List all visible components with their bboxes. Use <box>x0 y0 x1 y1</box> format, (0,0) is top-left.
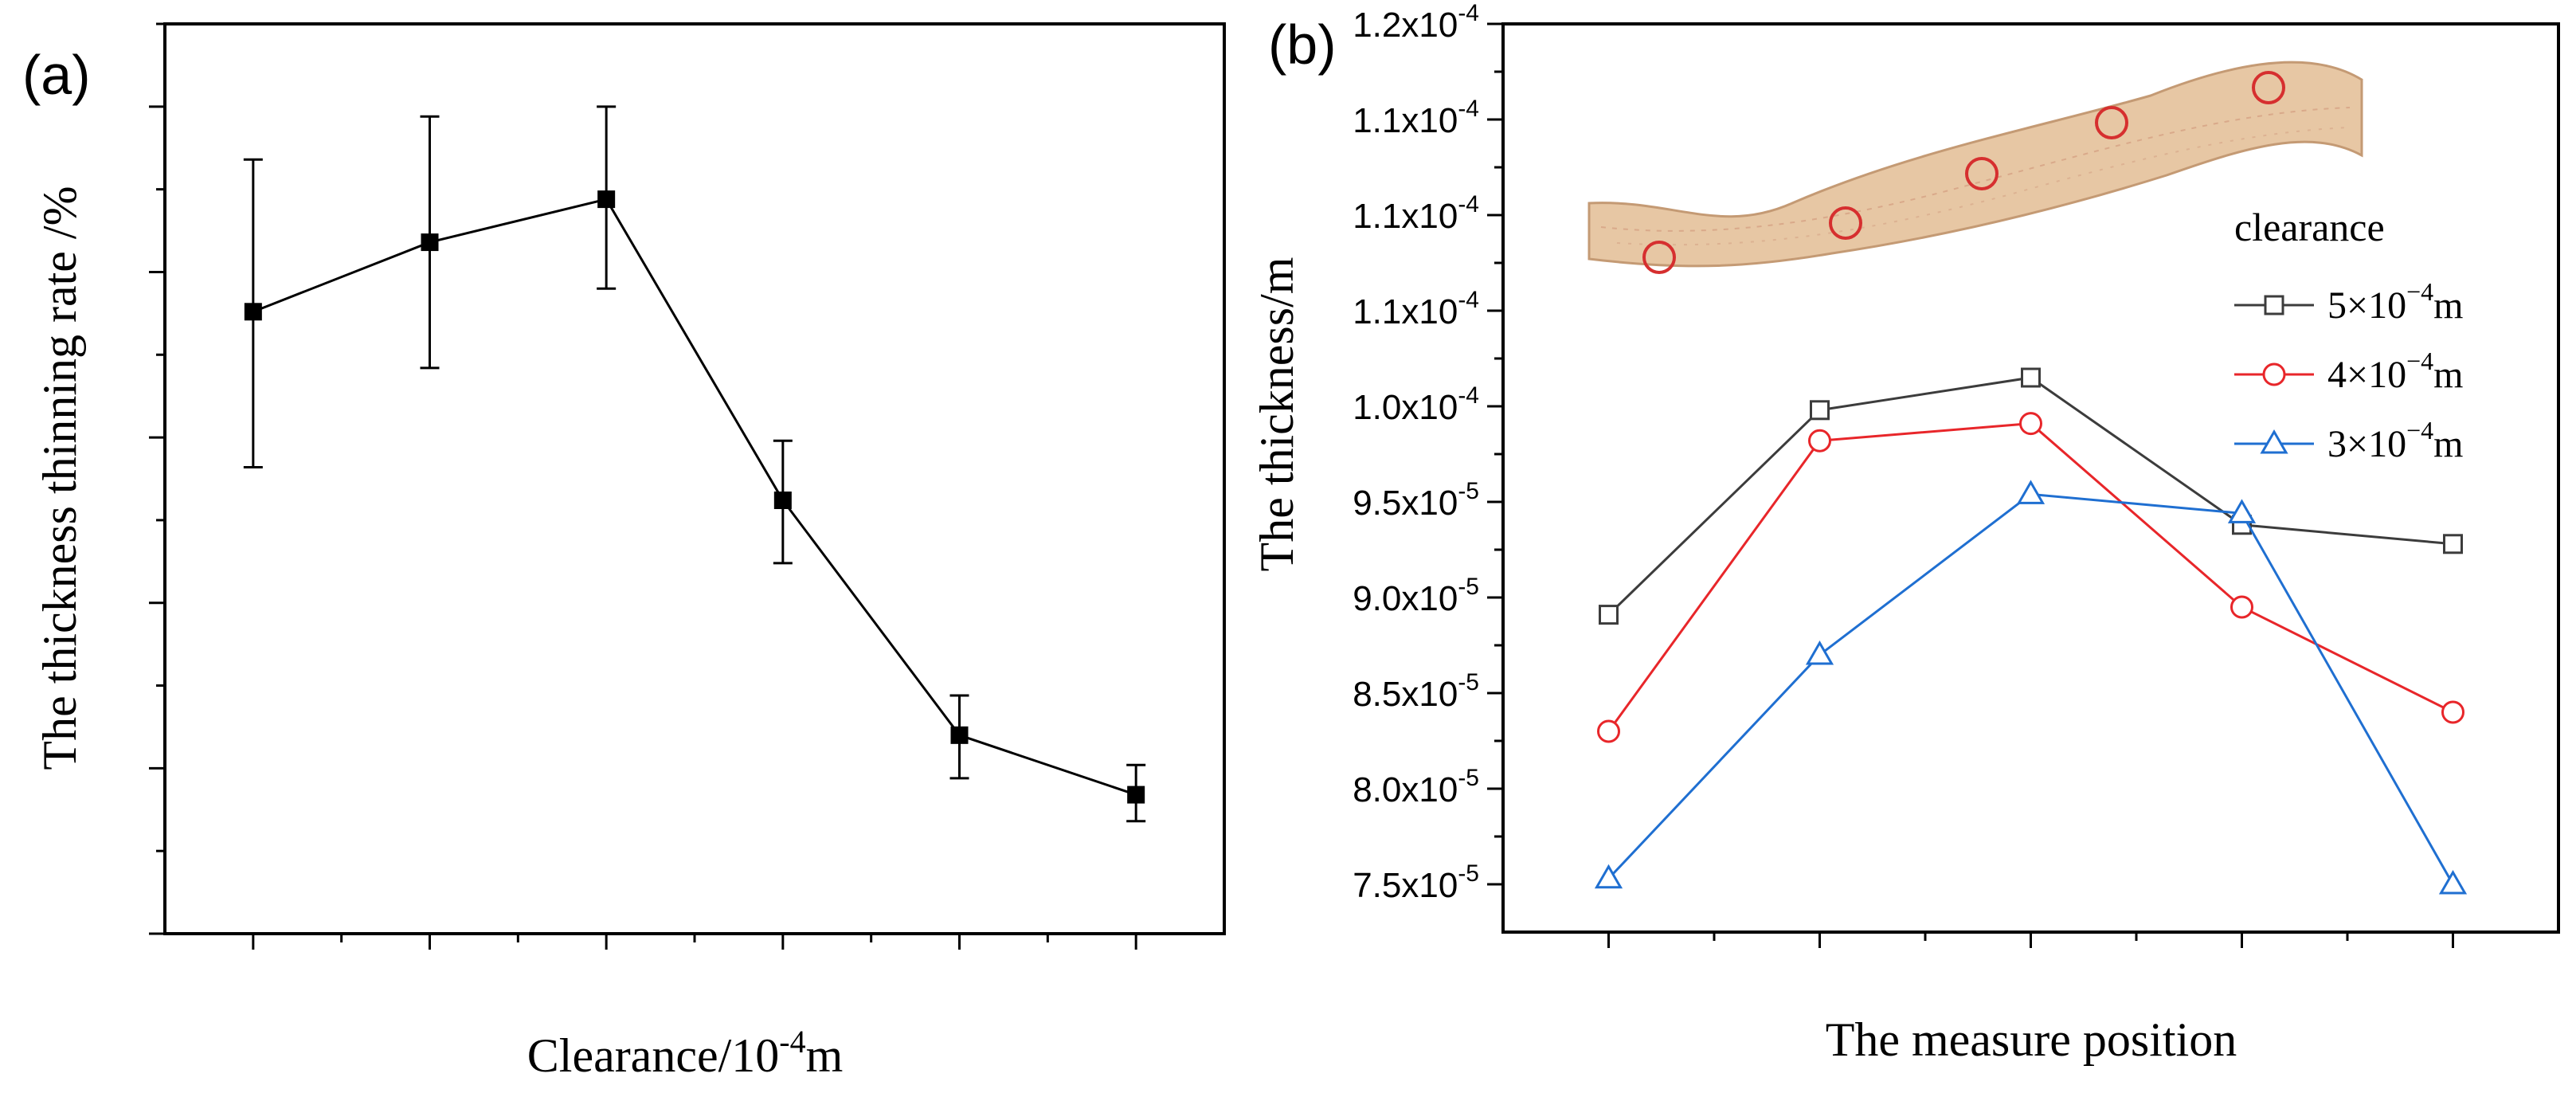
y-tick-label: 1.2x10-4 <box>1353 0 1479 45</box>
panel-b-x-axis-title: The measure position <box>1826 1013 2237 1066</box>
panel-b: (b) 7.5x10-5 8.0x10-5 8.5x10-5 9.0x10-5 9.5x… <box>1251 0 2560 1066</box>
y-tick-label: 7.5x10-5 <box>1353 860 1479 905</box>
data-point <box>1597 719 1620 743</box>
panel-b-y-axis-title: The thickness/m <box>1251 257 1303 572</box>
y-tick-label: 1.1x10-4 <box>1353 287 1479 331</box>
inset-position-marker <box>1965 157 1999 190</box>
data-point <box>950 726 969 744</box>
legend-label: 5×10−4m <box>2327 277 2463 327</box>
panel-b-plot <box>1594 367 2468 895</box>
y-tick-label: 1.1x10-4 <box>1353 96 1479 140</box>
data-point <box>1594 864 1623 889</box>
y-tick-label: 9.5x10-5 <box>1353 478 1479 523</box>
data-point <box>2227 499 2257 523</box>
inset-micrograph <box>1587 61 2363 274</box>
legend-marker <box>2264 295 2284 315</box>
inset-sheet-strip <box>1587 61 2363 268</box>
series-1 <box>1599 367 2463 625</box>
series-2 <box>1597 412 2464 743</box>
data-point <box>773 491 792 509</box>
y-tick-label: 8.5x10-5 <box>1353 669 1479 714</box>
inset-position-marker <box>1642 241 1676 274</box>
data-point <box>2230 595 2253 619</box>
data-point <box>1805 640 1834 665</box>
panel-b-y-ticks: 7.5x10-5 8.0x10-5 8.5x10-5 9.0x10-5 9.5x10-5… <box>1353 0 1503 905</box>
data-point <box>244 303 262 321</box>
panel-a-y-ticks <box>149 22 165 935</box>
panel-b-label: (b) <box>1268 14 1337 76</box>
legend-marker <box>2260 429 2288 454</box>
series-3 <box>1594 480 2468 895</box>
panel-a-x-axis-title: Clearance/10-4m <box>527 1024 844 1082</box>
data-point <box>1599 605 1619 625</box>
y-tick-label: 9.0x10-5 <box>1353 574 1479 618</box>
legend-entries: 5×10−4m 4×10−4m 3×10−4m <box>2234 277 2463 465</box>
data-point <box>421 233 439 252</box>
data-point <box>1127 786 1145 804</box>
inset-position-marker <box>2095 106 2128 139</box>
legend: clearance 5×10−4m 4×10−4m 3×10−4m <box>2234 205 2463 465</box>
inset-position-marker <box>1829 206 1862 240</box>
inset-texture-line <box>1600 107 2351 232</box>
panel-a-y-axis-title: The thickness thinning rate /% <box>33 186 86 770</box>
y-tick-label: 8.0x10-5 <box>1353 765 1479 809</box>
legend-label: 3×10−4m <box>2327 416 2463 465</box>
panel-a-label: (a) <box>22 44 91 106</box>
data-point <box>597 190 616 209</box>
panel-a-plot <box>243 105 1146 823</box>
legend-entry: 3×10−4m <box>2234 416 2463 465</box>
panel-b-x-ticks <box>1607 932 2454 948</box>
legend-title: clearance <box>2234 205 2385 249</box>
legend-marker <box>2262 362 2286 386</box>
y-tick-label: 1.0x10-4 <box>1353 382 1479 427</box>
data-point <box>2441 700 2464 724</box>
panel-a: (a) Clearance/10-4m The thickness thinni… <box>22 22 1226 1082</box>
data-point <box>2016 480 2046 504</box>
data-point <box>2021 367 2041 388</box>
panel-a-x-ticks <box>252 934 1137 950</box>
legend-entry: 5×10−4m <box>2234 277 2463 327</box>
data-point <box>2019 412 2042 436</box>
data-point <box>2443 534 2463 554</box>
series-line <box>253 198 1137 797</box>
legend-label: 4×10−4m <box>2327 347 2463 396</box>
inset-position-marker <box>2252 71 2285 104</box>
data-point <box>1810 400 1830 421</box>
legend-entry: 4×10−4m <box>2234 347 2463 396</box>
data-point <box>1808 429 1831 453</box>
y-tick-label: 1.1x10-4 <box>1353 191 1479 236</box>
inset-texture-line <box>1616 127 2351 246</box>
inset-points <box>1642 71 2285 274</box>
data-point <box>2438 869 2468 895</box>
